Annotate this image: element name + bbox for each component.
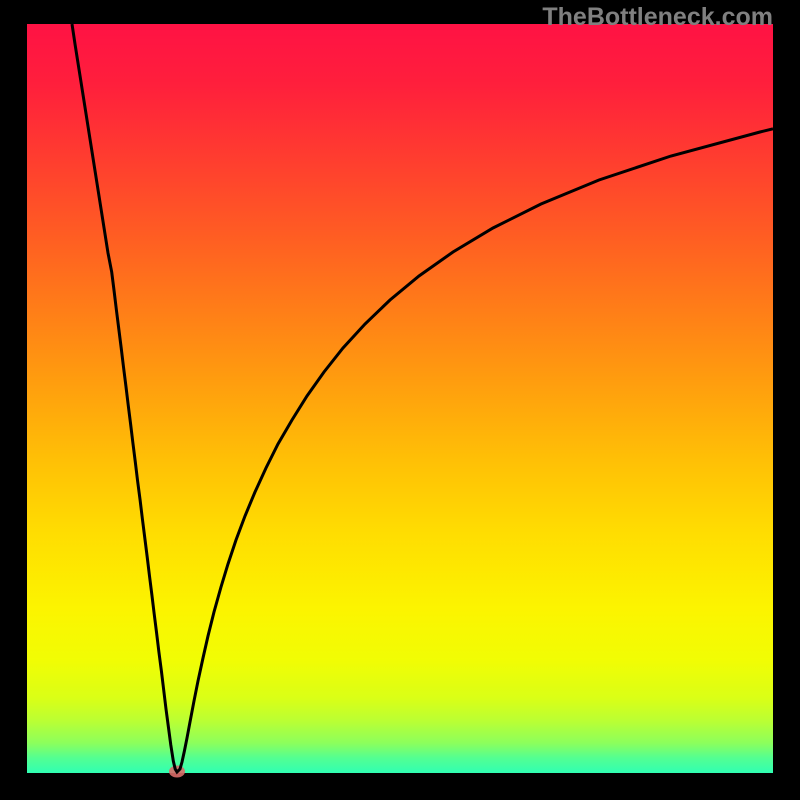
chart-svg <box>0 0 800 800</box>
plot-area <box>27 24 773 773</box>
watermark-text: TheBottleneck.com <box>542 3 773 32</box>
chart-container: TheBottleneck.com <box>0 0 800 800</box>
